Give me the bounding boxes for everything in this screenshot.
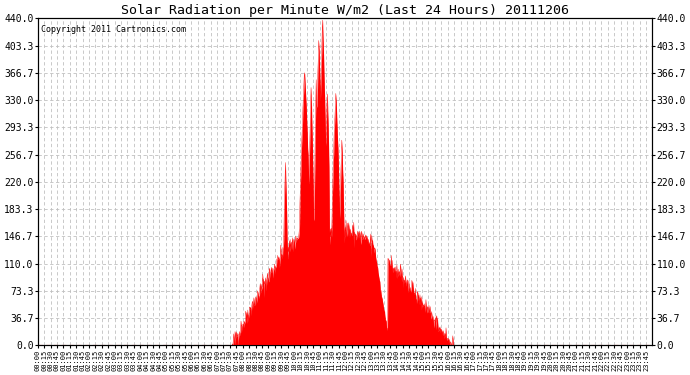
Title: Solar Radiation per Minute W/m2 (Last 24 Hours) 20111206: Solar Radiation per Minute W/m2 (Last 24…: [121, 4, 569, 17]
Text: Copyright 2011 Cartronics.com: Copyright 2011 Cartronics.com: [41, 25, 186, 34]
